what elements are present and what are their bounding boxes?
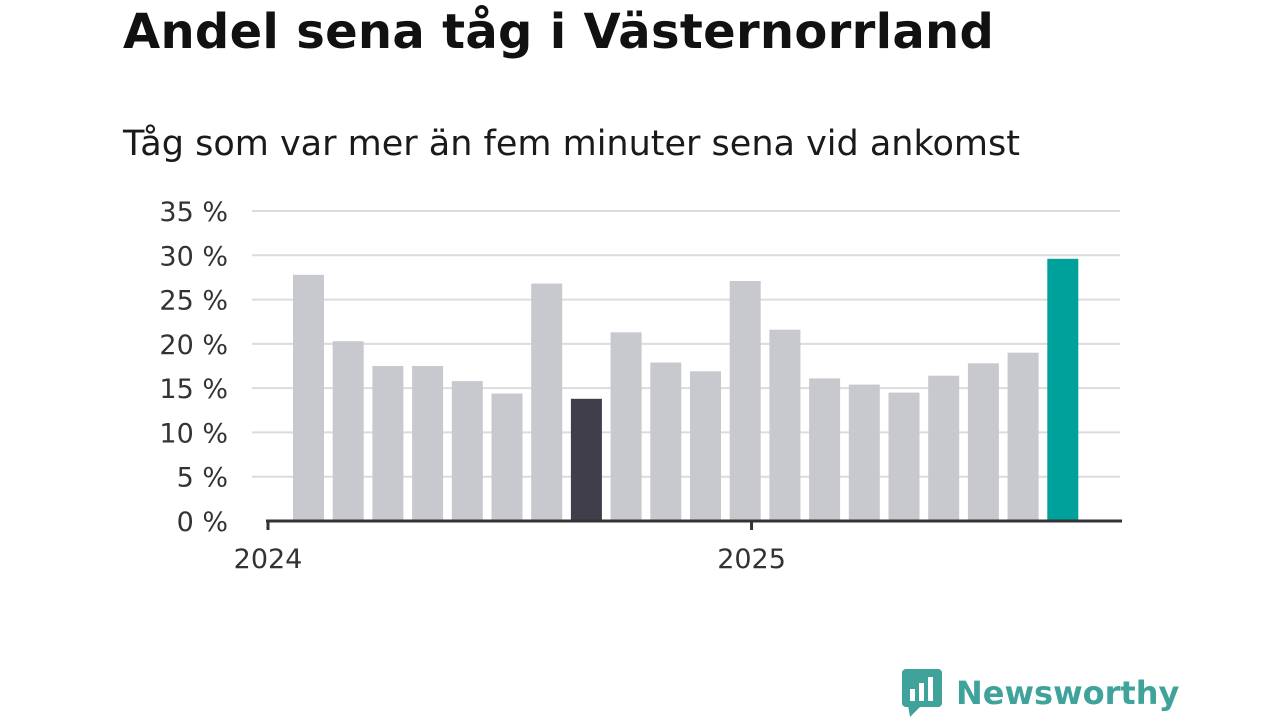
bar	[848, 384, 880, 521]
bar	[372, 366, 404, 521]
y-tick-label: 20 %	[159, 330, 228, 361]
y-tick-label: 0 %	[177, 507, 228, 538]
newsworthy-logo: Newsworthy	[902, 668, 1179, 718]
bar	[928, 375, 960, 521]
bar	[491, 393, 523, 521]
bar	[332, 341, 364, 521]
bar-chart-speech-bubble-icon	[902, 669, 942, 717]
bars	[293, 258, 1079, 521]
bar	[888, 392, 920, 521]
bar	[809, 378, 841, 521]
chart-title: Andel sena tåg i Västernorrland	[123, 4, 995, 60]
bar	[412, 366, 444, 521]
y-tick-label: 5 %	[177, 463, 228, 494]
x-tick-label: 2024	[234, 544, 303, 575]
y-tick-label: 35 %	[159, 197, 228, 228]
bar	[690, 371, 721, 521]
bar	[769, 329, 801, 521]
y-tick-label: 10 %	[159, 418, 228, 449]
bar	[1007, 352, 1039, 521]
x-tick-label: 2025	[717, 544, 786, 575]
bar	[570, 398, 602, 521]
brand-name: Newsworthy	[956, 674, 1180, 712]
x-axis-tick-labels: 2024 2025	[234, 544, 786, 575]
bar	[531, 283, 563, 521]
y-tick-label: 15 %	[159, 374, 228, 405]
bar	[451, 381, 483, 521]
chart-subtitle: Tåg som var mer än fem minuter sena vid …	[123, 124, 1020, 164]
bar	[1047, 258, 1079, 521]
bar	[729, 281, 761, 521]
y-axis-tick-labels: 0 % 5 % 10 % 15 % 20 % 25 % 30 % 35 %	[159, 197, 228, 538]
bar	[610, 332, 642, 521]
bar	[967, 363, 999, 521]
bar	[650, 362, 682, 521]
bar	[293, 274, 324, 521]
y-tick-label: 25 %	[159, 286, 228, 317]
x-axis	[266, 519, 1122, 530]
y-tick-label: 30 %	[159, 241, 228, 272]
